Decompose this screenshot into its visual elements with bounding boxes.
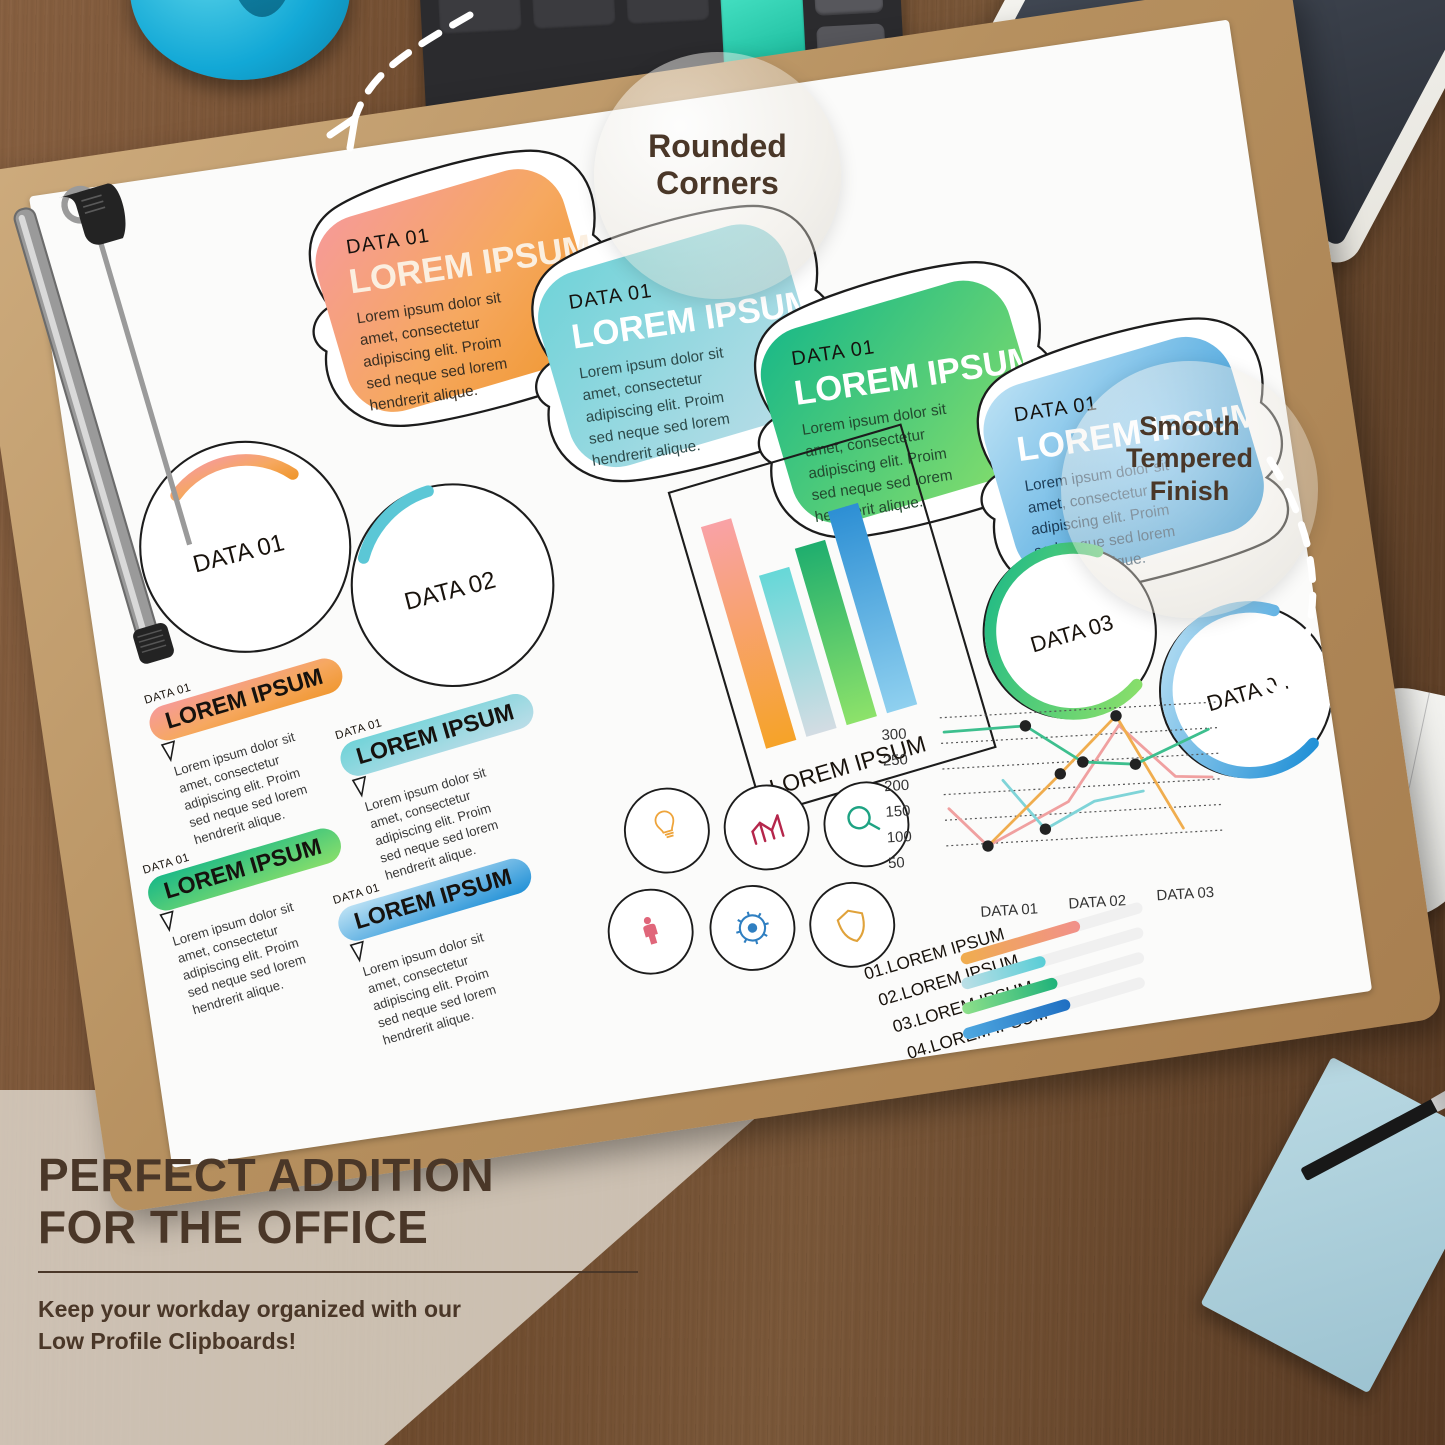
svg-text:200: 200 bbox=[884, 777, 910, 795]
svg-text:150: 150 bbox=[885, 802, 911, 820]
svg-text:100: 100 bbox=[886, 828, 912, 846]
svg-text:DATA 03: DATA 03 bbox=[1156, 884, 1215, 904]
svg-text:250: 250 bbox=[882, 751, 908, 769]
svg-text:50: 50 bbox=[888, 854, 906, 872]
svg-text:DATA 01: DATA 01 bbox=[980, 900, 1039, 920]
svg-text:300: 300 bbox=[881, 726, 907, 744]
